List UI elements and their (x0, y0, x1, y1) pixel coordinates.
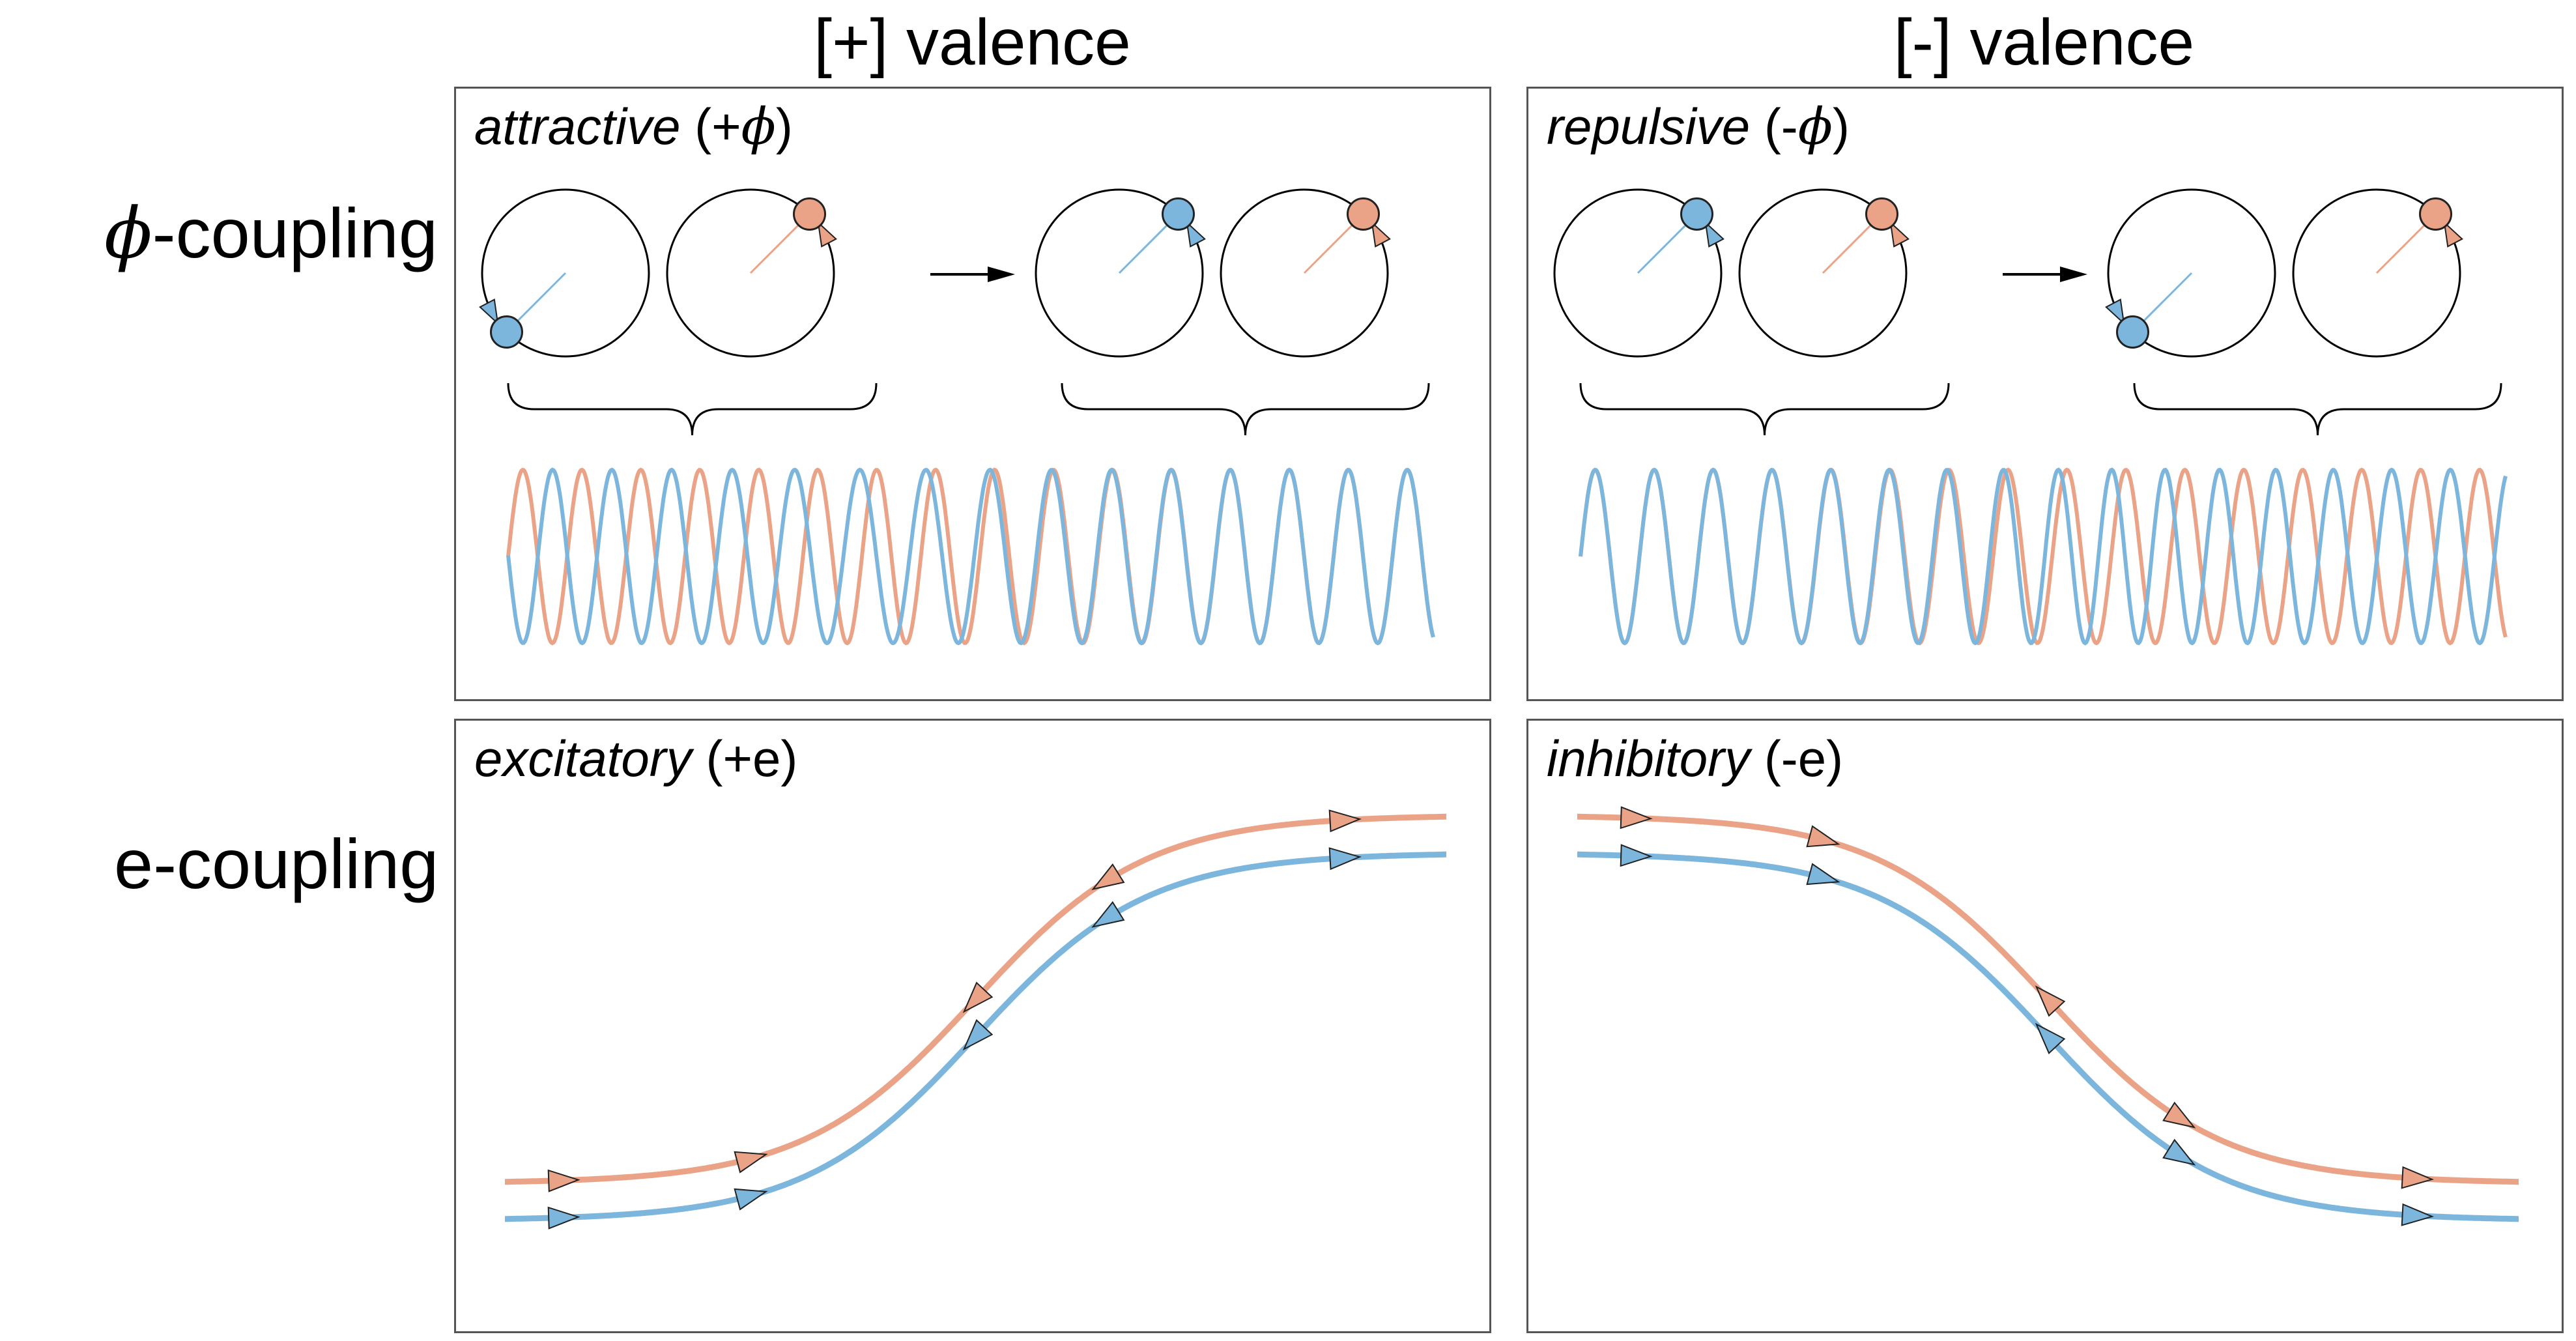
attractive-diagram (479, 188, 1435, 646)
attractive-label: attractive (474, 98, 681, 155)
repulsive-diagram (1553, 188, 2508, 646)
excitatory-diagram (505, 809, 1446, 1230)
direction-arrow (1704, 220, 1724, 248)
orange-flow-arrow (2401, 1166, 2434, 1189)
direction-arrow (1889, 220, 1910, 248)
blue-flow-arrow (547, 1206, 580, 1230)
repulsive-panel: repulsive (-ϕ) (1526, 87, 2564, 701)
orange-flow-arrow (962, 981, 994, 1013)
direction-arrow (2105, 298, 2125, 326)
before-brace (1579, 382, 1950, 436)
direction-arrow (479, 298, 499, 326)
direction-arrow (817, 220, 837, 248)
phi-coupling-text: -coupling (152, 194, 438, 272)
orange-oscillator-after (2292, 188, 2463, 358)
inhibitory-panel-title: inhibitory (-e) (1547, 730, 1844, 787)
direction-arrow (1186, 220, 1206, 248)
direction-arrow (2443, 220, 2463, 248)
orange-flow-arrow (1091, 863, 1125, 891)
negative-valence-header: [-] valence (1893, 6, 2195, 79)
blue-wave (506, 467, 1435, 646)
oscillator-circle (1035, 188, 1204, 358)
direction-arrow (1371, 220, 1391, 248)
orange-flow-arrow (1620, 806, 1653, 829)
oscillator-circle (1738, 188, 1908, 358)
attractive-panel-title: attractive (+ϕ) (474, 98, 793, 156)
positive-valence-header: [+] valence (814, 6, 1131, 79)
transition-arrow-head (2060, 267, 2087, 282)
inhibitory-panel: inhibitory (-e) (1526, 719, 2564, 1333)
oscillator-circle (1220, 188, 1389, 358)
blue-flow-arrow (1328, 847, 1362, 871)
orange-wave (506, 467, 1435, 646)
before-brace (507, 382, 878, 436)
excitatory-panel-title: excitatory (+e) (474, 730, 798, 787)
phi-symbol: ϕ (104, 193, 152, 274)
inhibitory-diagram (1577, 806, 2519, 1226)
orange-flow-arrow (2035, 985, 2066, 1017)
after-brace (2133, 382, 2502, 436)
blue-flow-arrow (2162, 1138, 2196, 1166)
attractive-panel: attractive (+ϕ) (454, 87, 1491, 701)
blue-flow-arrow (1806, 863, 1840, 886)
inhibitory-label: inhibitory (1547, 730, 1751, 787)
phase-marker (1865, 197, 1899, 231)
blue-oscillator-after (1035, 188, 1206, 358)
phi-symbol: ϕ (1797, 98, 1833, 156)
blue-oscillator-before (479, 188, 650, 358)
blue-oscillator-after (2105, 188, 2276, 358)
oscillator-circle (666, 188, 835, 358)
orange-flow-arrow (1806, 825, 1840, 848)
phi-symbol: ϕ (741, 98, 776, 156)
excitatory-panel: excitatory (+e) (454, 719, 1491, 1333)
blue-wave (1579, 467, 2508, 646)
oscillator-circle (481, 188, 650, 358)
phase-marker (1162, 197, 1195, 231)
blue-flow-arrow (1091, 901, 1125, 928)
blue-flow-arrow (962, 1019, 994, 1051)
orange-oscillator-before (666, 188, 837, 358)
phase-marker (793, 197, 827, 231)
orange-flow-arrow (547, 1169, 580, 1192)
orange-flow-arrow (734, 1151, 768, 1174)
oscillator-circle (2292, 188, 2461, 358)
blue-flow-arrow (2401, 1203, 2434, 1226)
phase-marker (2115, 315, 2149, 349)
repulsive-panel-title: repulsive (-ϕ) (1547, 98, 1850, 156)
orange-flow-arrow (1328, 809, 1362, 833)
orange-flow-arrow (2162, 1101, 2196, 1129)
blue-oscillator-before (1553, 188, 1724, 358)
after-brace (1061, 382, 1430, 436)
orange-oscillator-after (1220, 188, 1391, 358)
blue-flow-arrow (1620, 844, 1653, 867)
oscillator-circle (2107, 188, 2276, 358)
orange-oscillator-before (1738, 188, 1910, 358)
blue-flow-arrow (734, 1188, 768, 1211)
excitatory-label: excitatory (474, 730, 692, 787)
oscillator-circle (1553, 188, 1723, 358)
blue-flow-arrow (2035, 1022, 2066, 1054)
phase-marker (2419, 197, 2453, 231)
phase-marker (489, 315, 523, 349)
e-coupling-row-label: e-coupling (114, 824, 439, 903)
repulsive-label: repulsive (1547, 98, 1751, 155)
phase-marker (1680, 197, 1714, 231)
phase-marker (1347, 197, 1381, 231)
phi-coupling-row-label: ϕ-coupling (104, 194, 438, 273)
transition-arrow-head (988, 267, 1015, 282)
